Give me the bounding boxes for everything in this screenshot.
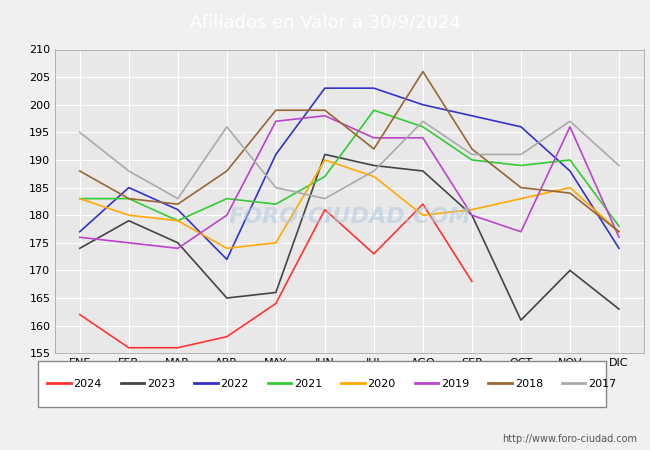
Text: 2021: 2021: [294, 378, 322, 389]
Text: 2018: 2018: [515, 378, 543, 389]
Text: 2022: 2022: [220, 378, 249, 389]
Text: 2023: 2023: [147, 378, 176, 389]
Text: http://www.foro-ciudad.com: http://www.foro-ciudad.com: [502, 434, 637, 444]
Text: 2024: 2024: [73, 378, 102, 389]
FancyBboxPatch shape: [38, 361, 606, 407]
Text: FORO-CIUDAD.COM: FORO-CIUDAD.COM: [228, 207, 471, 226]
Text: 2019: 2019: [441, 378, 469, 389]
Text: 2017: 2017: [588, 378, 616, 389]
Text: Afiliados en Válor a 30/9/2024: Afiliados en Válor a 30/9/2024: [190, 14, 460, 33]
Text: 2020: 2020: [368, 378, 396, 389]
